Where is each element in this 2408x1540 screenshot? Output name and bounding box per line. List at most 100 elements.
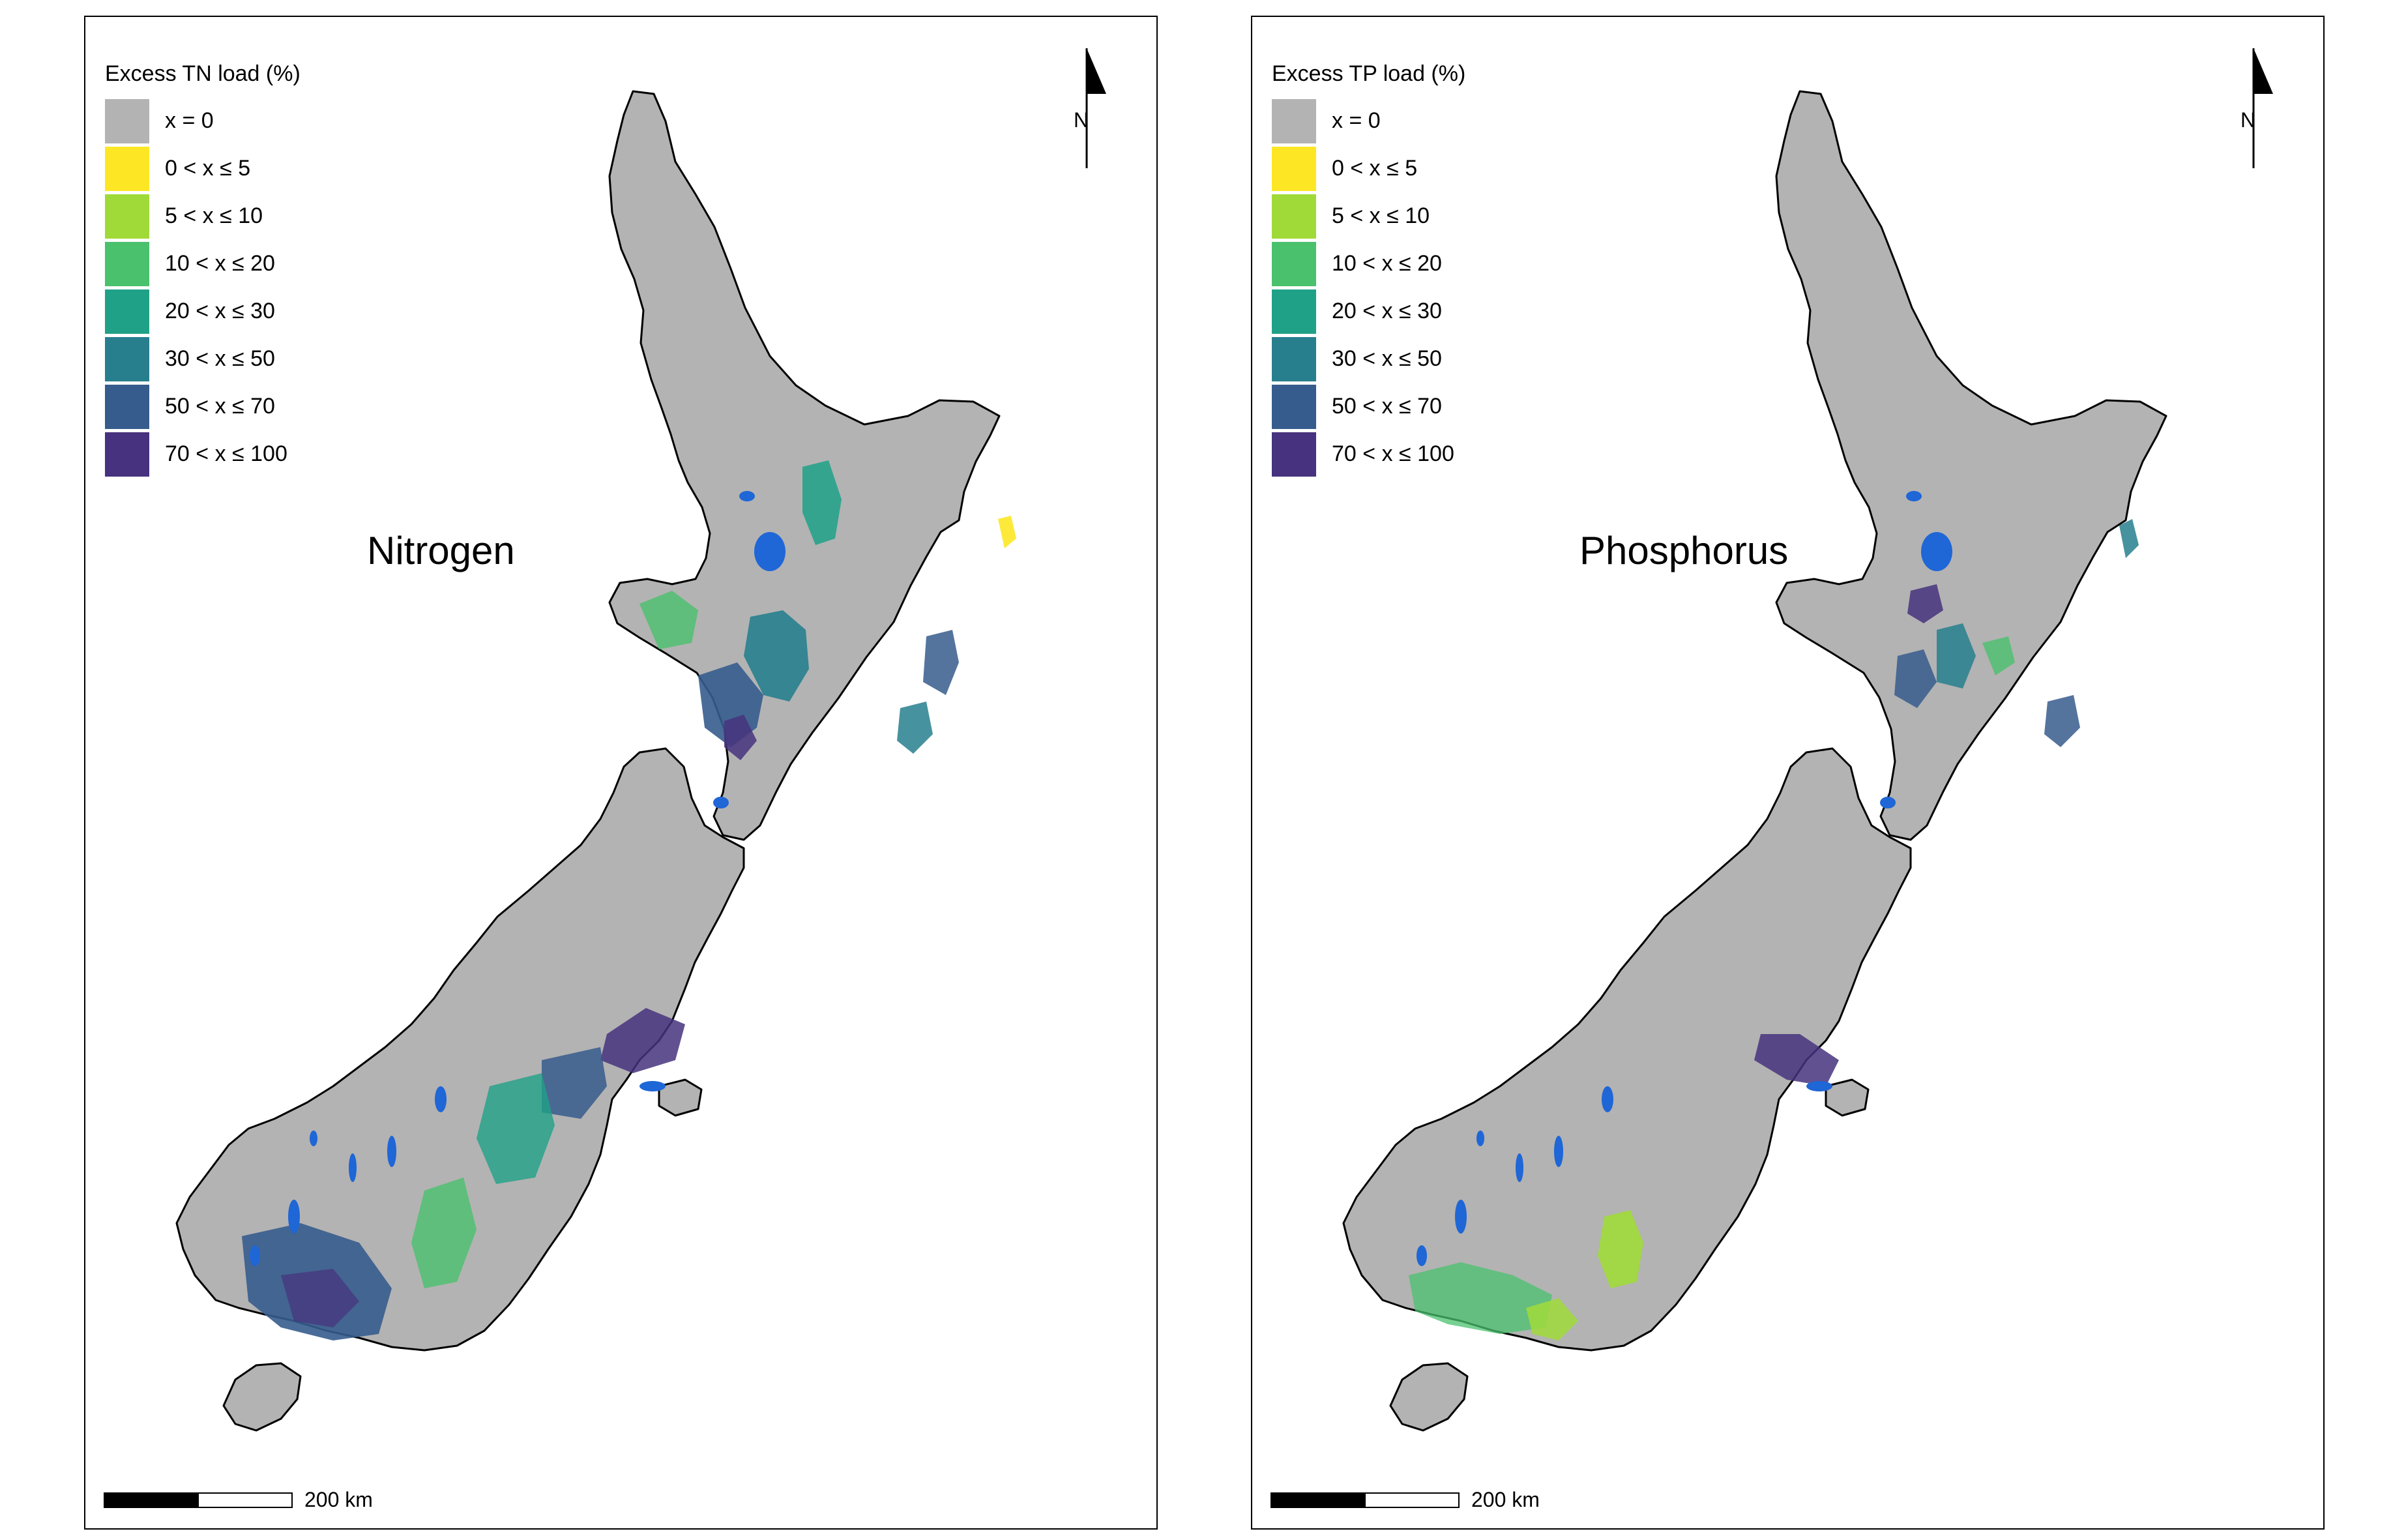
map-title: Nitrogen xyxy=(367,529,515,572)
lake-taupo xyxy=(1921,532,1952,571)
scale-bar: 200 km xyxy=(1270,1488,1540,1512)
legend-item: 30 < x ≤ 50 xyxy=(105,335,301,383)
legend-swatch xyxy=(105,336,149,381)
region xyxy=(2044,695,2080,747)
lakes xyxy=(250,491,786,1266)
scale-segment xyxy=(1364,1492,1460,1508)
scale-label: 200 km xyxy=(304,1488,373,1511)
legend-swatch xyxy=(1272,194,1316,239)
lake xyxy=(288,1200,300,1234)
map-title: Phosphorus xyxy=(1579,529,1789,572)
legend-label: 30 < x ≤ 50 xyxy=(165,346,275,371)
legend-item: 10 < x ≤ 20 xyxy=(105,240,301,288)
banks-peninsula xyxy=(1825,1078,1870,1117)
region xyxy=(1937,623,1976,689)
legend-item: 70 < x ≤ 100 xyxy=(105,430,301,478)
nz-landmass xyxy=(1342,90,2167,1432)
nitrogen-map xyxy=(175,90,1016,1432)
legend-swatch xyxy=(1272,289,1316,334)
legend-item: 70 < x ≤ 100 xyxy=(1272,430,1465,478)
lake-ellesmere xyxy=(639,1081,666,1091)
legend-swatch xyxy=(105,384,149,429)
lake xyxy=(1554,1136,1563,1167)
legend-item: 50 < x ≤ 70 xyxy=(1272,383,1465,430)
nz-landmass xyxy=(175,90,1001,1432)
scale-segment xyxy=(104,1492,199,1508)
lake xyxy=(739,491,755,501)
region xyxy=(600,1008,685,1073)
lake xyxy=(1602,1086,1613,1112)
region xyxy=(281,1269,359,1327)
legend-title: Excess TN load (%) xyxy=(105,61,301,86)
legend-label: 0 < x ≤ 5 xyxy=(1332,156,1418,181)
lake xyxy=(1880,797,1896,808)
legend-label: x = 0 xyxy=(1332,108,1381,133)
lakes xyxy=(1417,491,1952,1266)
region xyxy=(1598,1210,1643,1288)
north-island xyxy=(1775,90,2167,841)
region xyxy=(998,516,1016,548)
lake xyxy=(349,1153,357,1182)
legend-item: x = 0 xyxy=(1272,97,1465,145)
legend-item: 20 < x ≤ 30 xyxy=(1272,288,1465,335)
region xyxy=(724,715,757,760)
region xyxy=(1894,649,1937,708)
lake xyxy=(713,797,729,808)
legend-label: 0 < x ≤ 5 xyxy=(165,156,251,181)
phosphorus-map-panel: Excess TP load (%) x = 0 0 < x ≤ 5 5 < x… xyxy=(1251,16,2325,1530)
lake xyxy=(1516,1153,1523,1182)
legend-label: 10 < x ≤ 20 xyxy=(165,251,275,276)
legend-label: 50 < x ≤ 70 xyxy=(165,394,275,419)
legend-swatch xyxy=(105,432,149,477)
lake xyxy=(1417,1245,1427,1266)
legend-item: x = 0 xyxy=(105,97,301,145)
region xyxy=(477,1073,555,1184)
region xyxy=(1907,584,1943,623)
north-arrow-icon xyxy=(2252,48,2273,168)
lake xyxy=(1906,491,1922,501)
banks-peninsula xyxy=(658,1078,703,1117)
region xyxy=(411,1177,477,1288)
region xyxy=(1409,1262,1552,1334)
legend-label: x = 0 xyxy=(165,108,214,133)
legend-item: 20 < x ≤ 30 xyxy=(105,288,301,335)
legend-item: 5 < x ≤ 10 xyxy=(105,192,301,240)
legend-label: 20 < x ≤ 30 xyxy=(165,299,275,323)
region xyxy=(639,591,698,649)
north-arrow-icon xyxy=(1085,48,1106,168)
legend-item: 30 < x ≤ 50 xyxy=(1272,335,1465,383)
legend-label: 50 < x ≤ 70 xyxy=(1332,394,1442,419)
north-label: N xyxy=(2240,108,2256,132)
region xyxy=(2119,519,2139,558)
north-label: N xyxy=(1074,108,1089,132)
region xyxy=(1982,636,2015,675)
legend-swatch xyxy=(1272,98,1316,143)
lake-ellesmere xyxy=(1806,1081,1832,1091)
region xyxy=(923,630,959,695)
nitrogen-excess-regions xyxy=(242,460,1016,1340)
scale-label: 200 km xyxy=(1471,1488,1540,1511)
region xyxy=(802,460,842,545)
south-island xyxy=(175,747,745,1352)
lake xyxy=(310,1131,317,1146)
legend-label: 20 < x ≤ 30 xyxy=(1332,299,1442,323)
legend-swatch xyxy=(105,194,149,239)
stewart-island xyxy=(1389,1362,1469,1432)
region xyxy=(1526,1298,1578,1340)
legend-item: 0 < x ≤ 5 xyxy=(1272,145,1465,192)
legend-item: 5 < x ≤ 10 xyxy=(1272,192,1465,240)
lake xyxy=(387,1136,396,1167)
lake xyxy=(250,1245,260,1266)
north-island xyxy=(608,90,1001,841)
legend-item: 50 < x ≤ 70 xyxy=(105,383,301,430)
scale-bar: 200 km xyxy=(104,1488,373,1512)
legend-label: 5 < x ≤ 10 xyxy=(1332,203,1430,228)
lake xyxy=(1455,1200,1467,1234)
scale-segment xyxy=(198,1492,293,1508)
legend-swatch xyxy=(105,98,149,143)
legend: Excess TN load (%) x = 0 0 < x ≤ 5 5 < x… xyxy=(105,61,301,478)
legend-label: 70 < x ≤ 100 xyxy=(165,441,287,466)
legend-swatch xyxy=(105,289,149,334)
legend-label: 10 < x ≤ 20 xyxy=(1332,251,1442,276)
legend-label: 70 < x ≤ 100 xyxy=(1332,441,1454,466)
